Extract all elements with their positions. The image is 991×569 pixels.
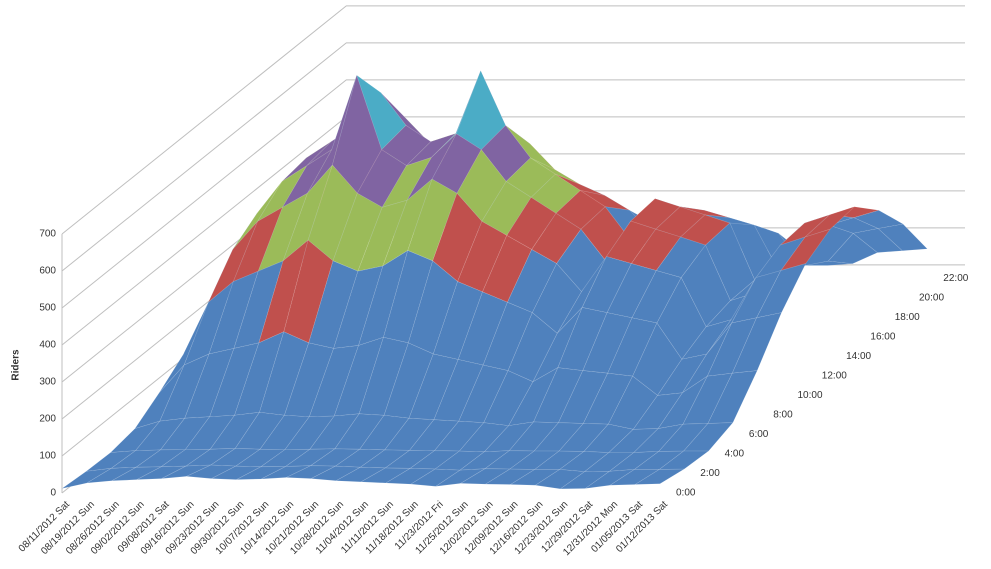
depth-tick-label: 18:00 [895,312,920,323]
depth-tick-label: 22:00 [943,273,968,284]
depth-tick-label: 6:00 [749,429,769,440]
depth-tick-label: 4:00 [725,449,745,460]
depth-tick-label: 12:00 [822,371,847,382]
depth-tick-label: 10:00 [798,390,823,401]
surface-cell [633,468,686,485]
y-tick-label: 300 [39,377,56,388]
depth-tick-label: 16:00 [870,332,895,343]
y-tick-label: 500 [39,303,56,314]
y-tick-label: 600 [39,266,56,277]
surface-cell [804,206,855,238]
depth-tick-label: 20:00 [919,293,944,304]
y-tick-label: 200 [39,414,56,425]
y-tick-label: 100 [39,451,56,462]
grid-line [61,5,965,235]
grid-line [61,42,965,272]
y-tick-label: 700 [39,229,56,240]
grid-line [61,79,965,309]
depth-tick-label: 0:00 [676,488,696,499]
y-tick-label: 400 [39,340,56,351]
surface-cell [852,209,904,229]
depth-tick-label: 8:00 [773,410,793,421]
y-tick-label: 0 [50,488,56,499]
y-axis-title: Riders [11,349,22,381]
surface-cell [756,263,807,319]
surface-cell [780,228,831,272]
depth-tick-label: 2:00 [700,468,720,479]
depth-tick-label: 14:00 [846,351,871,362]
surface-cell [658,450,710,470]
